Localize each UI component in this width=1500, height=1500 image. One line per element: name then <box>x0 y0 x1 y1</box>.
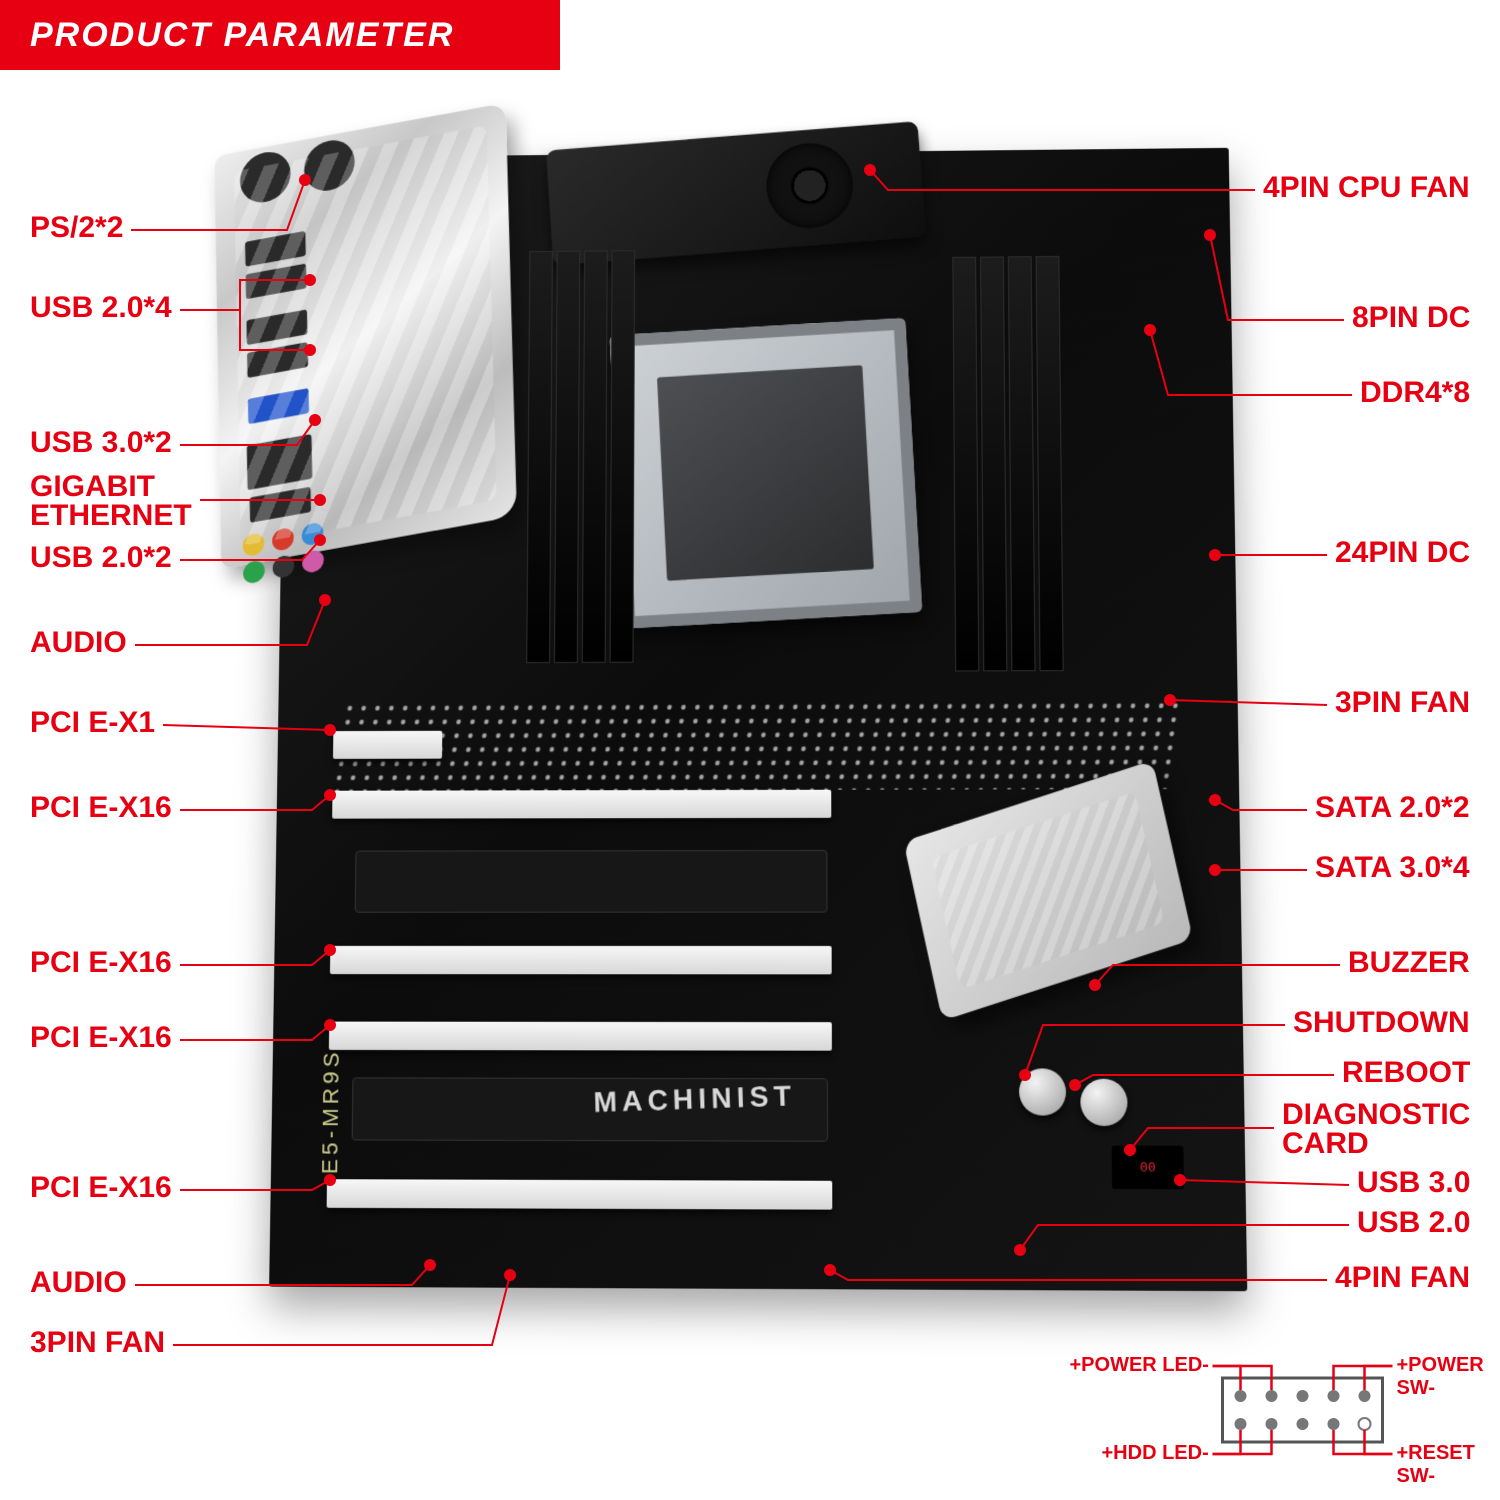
fp-hdd-led-label: +HDD LED- <box>1102 1442 1209 1465</box>
callout-usb3hdr: USB 3.0 <box>1357 1169 1470 1198</box>
fp-reset-sw-label: +RESET SW- <box>1397 1442 1476 1488</box>
callout-sata3: SATA 3.0*4 <box>1315 854 1470 883</box>
cpu-socket <box>610 318 923 629</box>
io-shield <box>214 103 517 569</box>
callout-24pindc: 24PIN DC <box>1335 539 1470 568</box>
fp-power-sw-label: +POWER SW- <box>1397 1354 1484 1400</box>
callout-pciex16b: PCI E-X16 <box>30 949 172 978</box>
board-brand: MACHINIST <box>593 1080 797 1119</box>
motherboard: MACHINIST E5-MR9S 00 <box>275 140 1235 1280</box>
callout-pciex16d: PCI E-X16 <box>30 1174 172 1203</box>
callout-buzzer: BUZZER <box>1348 949 1470 978</box>
chipset-heatsink <box>903 760 1193 1021</box>
fp-power-led-label: +POWER LED- <box>1070 1354 1209 1377</box>
callout-usb2hdr: USB 2.0 <box>1357 1209 1470 1238</box>
vrm-fan-icon <box>764 140 856 231</box>
callout-3pinfanr: 3PIN FAN <box>1335 689 1470 718</box>
callout-gbe: GIGABITETHERNET <box>30 473 192 530</box>
callout-usb20x4: USB 2.0*4 <box>30 294 172 323</box>
callout-audio2: AUDIO <box>30 1269 127 1298</box>
m2-slot-1 <box>355 850 828 913</box>
shutdown-button <box>1019 1068 1066 1115</box>
vrm-heatsink <box>546 121 926 265</box>
callout-sata2: SATA 2.0*2 <box>1315 794 1470 823</box>
callout-audio: AUDIO <box>30 629 127 658</box>
callout-usb20x2: USB 2.0*2 <box>30 544 172 573</box>
callout-cpufan: 4PIN CPU FAN <box>1263 174 1470 203</box>
callout-8pindc: 8PIN DC <box>1352 304 1470 333</box>
callout-pciex16a: PCI E-X16 <box>30 794 172 823</box>
callout-diag: DIAGNOSTICCARD <box>1282 1101 1470 1158</box>
callout-reboot: REBOOT <box>1342 1059 1470 1088</box>
callout-ddr4: DDR4*8 <box>1360 379 1470 408</box>
callout-4pinfan: 4PIN FAN <box>1335 1264 1470 1293</box>
board-model: E5-MR9S <box>317 1049 345 1175</box>
callout-pciex1: PCI E-X1 <box>30 709 155 738</box>
callout-3pinfan: 3PIN FAN <box>30 1329 165 1358</box>
callout-pciex16c: PCI E-X16 <box>30 1024 172 1053</box>
pcb-dot-pattern <box>330 699 1183 791</box>
callout-ps2: PS/2*2 <box>30 214 123 243</box>
reboot-button <box>1080 1079 1128 1126</box>
callout-shutdown: SHUTDOWN <box>1293 1009 1470 1038</box>
header-banner: PRODUCT PARAMETER <box>0 0 560 70</box>
header-diagonal <box>500 0 550 70</box>
callout-usb30x2: USB 3.0*2 <box>30 429 172 458</box>
header-title: PRODUCT PARAMETER <box>30 16 454 55</box>
diagnostic-display: 00 <box>1112 1146 1184 1190</box>
front-panel-diagram: +POWER LED- +POWER SW- +HDD LED- +RESET … <box>1130 1345 1475 1475</box>
